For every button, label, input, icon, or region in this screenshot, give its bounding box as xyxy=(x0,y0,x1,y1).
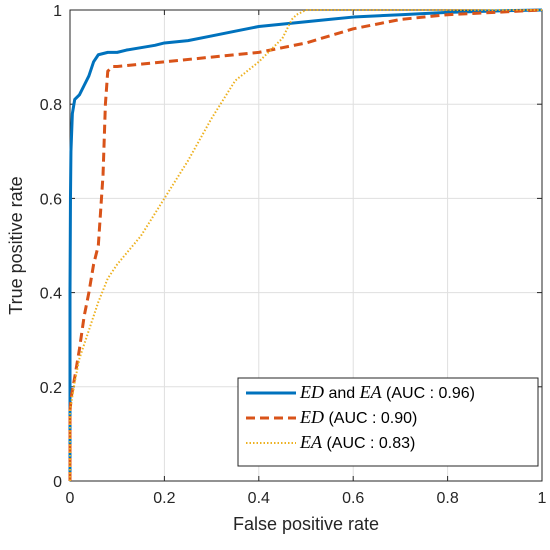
legend-label-part: ED xyxy=(299,407,324,427)
legend: ED and EA (AUC : 0.96)ED (AUC : 0.90)EA … xyxy=(237,377,539,467)
legend-label-part: ED xyxy=(299,382,324,402)
legend-label-2: ED (AUC : 0.90) xyxy=(299,407,417,427)
series-line-1 xyxy=(68,8,543,481)
x-tick-label: 0.4 xyxy=(248,490,270,507)
legend-label-part: EA xyxy=(359,382,383,402)
x-axis-ticks: 0 0.2 0.4 0.6 0.8 1 xyxy=(66,10,547,507)
x-tick-label: 0.8 xyxy=(436,490,458,507)
x-tick-label: 1 xyxy=(538,490,547,507)
x-axis-label: False positive rate xyxy=(233,514,379,534)
legend-label-part: (AUC : 0.90) xyxy=(324,410,417,427)
y-tick-label: 0.4 xyxy=(40,286,62,303)
legend-label-part: (AUC : 0.96) xyxy=(382,385,475,402)
y-tick-label: 0.8 xyxy=(40,97,62,114)
legend-label-3: EA (AUC : 0.83) xyxy=(299,432,415,452)
series-lines xyxy=(68,8,543,481)
legend-label-1: ED and EA (AUC : 0.96) xyxy=(299,382,475,402)
legend-label-part: EA xyxy=(299,432,323,452)
y-tick-label: 0 xyxy=(53,474,62,491)
series-line-2 xyxy=(68,8,543,481)
y-tick-label: 0.2 xyxy=(40,380,62,397)
x-tick-label: 0 xyxy=(66,490,75,507)
x-tick-label: 0.2 xyxy=(153,490,175,507)
y-axis-ticks: 0 0.2 0.4 0.6 0.8 1 xyxy=(40,3,542,491)
x-tick-label: 0.6 xyxy=(342,490,364,507)
y-tick-label: 0.6 xyxy=(40,191,62,208)
y-tick-label: 1 xyxy=(53,3,62,20)
legend-label-part: (AUC : 0.83) xyxy=(322,435,415,452)
legend-label-part: and xyxy=(324,385,360,402)
y-axis-label: True positive rate xyxy=(6,176,26,314)
